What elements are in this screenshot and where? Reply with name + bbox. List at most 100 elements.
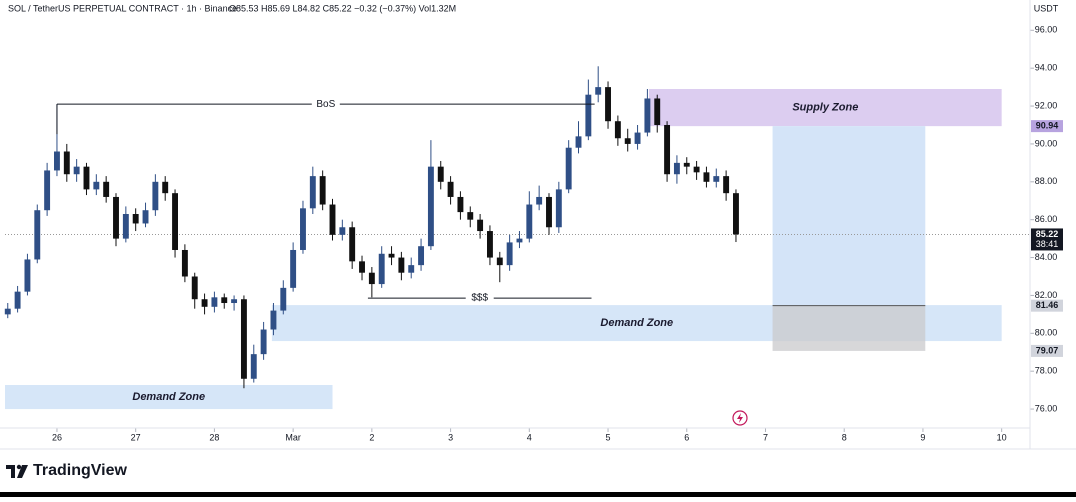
x-tick-label: 10 bbox=[997, 432, 1007, 442]
x-tick-label: 5 bbox=[606, 432, 611, 442]
candle-body bbox=[290, 249, 297, 288]
x-tick-label: 4 bbox=[527, 432, 532, 442]
candle-body bbox=[634, 132, 641, 144]
candle-body bbox=[162, 181, 169, 194]
brand-name: TradingView bbox=[33, 462, 128, 479]
candle-body bbox=[477, 219, 484, 232]
candle-body bbox=[565, 147, 572, 190]
zone-label: Supply Zone bbox=[792, 101, 858, 113]
candle-body bbox=[605, 87, 611, 122]
price-countdown: 38:41 bbox=[1036, 239, 1059, 249]
candle-body bbox=[250, 354, 257, 379]
candle-body bbox=[368, 272, 375, 285]
x-tick-label: 27 bbox=[131, 432, 141, 442]
price-label: 90.94 bbox=[1036, 121, 1059, 131]
candle-body bbox=[437, 166, 444, 182]
candle-body bbox=[506, 242, 513, 266]
candle-body bbox=[536, 196, 543, 205]
candle-body bbox=[427, 166, 434, 247]
candle-body bbox=[231, 299, 238, 304]
candle-body bbox=[4, 308, 11, 315]
x-tick-label: 3 bbox=[448, 432, 453, 442]
x-tick-label: 8 bbox=[842, 432, 847, 442]
replay-icon[interactable] bbox=[732, 410, 748, 426]
candle-body bbox=[132, 214, 139, 224]
candle-body bbox=[280, 287, 287, 311]
candle-body bbox=[447, 181, 454, 197]
candle-body bbox=[624, 138, 631, 144]
candle-body bbox=[723, 176, 730, 194]
candle-body bbox=[172, 193, 178, 250]
x-tick-label: 28 bbox=[209, 432, 219, 442]
candle-body bbox=[555, 189, 562, 228]
candle-body bbox=[14, 291, 21, 309]
candle-body bbox=[270, 310, 277, 330]
zone-label: Demand Zone bbox=[600, 317, 673, 329]
candle-body bbox=[63, 151, 70, 175]
candle-body bbox=[467, 212, 474, 220]
candle-body bbox=[122, 214, 129, 239]
candle-body bbox=[260, 329, 267, 355]
candle-body bbox=[359, 261, 365, 273]
x-tick-label: Mar bbox=[285, 432, 301, 442]
candle-body bbox=[300, 208, 306, 250]
candle-body bbox=[309, 176, 316, 209]
x-tick-label: 9 bbox=[920, 432, 925, 442]
price-label: 79.07 bbox=[1036, 345, 1059, 355]
candle-body bbox=[644, 98, 651, 133]
ohlc-legend: O85.53 H85.69 L84.82 C85.22 −0.32 (−0.37… bbox=[229, 3, 456, 13]
candle-body bbox=[191, 276, 198, 300]
candle-body bbox=[683, 162, 690, 167]
candle-body bbox=[378, 253, 385, 285]
y-tick-label: 96.00 bbox=[1035, 25, 1058, 35]
candle-body bbox=[83, 166, 90, 190]
x-tick-label: 6 bbox=[684, 432, 689, 442]
candle-body bbox=[585, 94, 592, 137]
candle-body bbox=[614, 121, 621, 139]
plot: Supply Zone Demand Zone Demand Zone BoS $$$ bbox=[4, 29, 1034, 432]
candle-body bbox=[496, 257, 503, 266]
candle-body bbox=[713, 176, 720, 182]
bottom-bar bbox=[0, 492, 1076, 497]
candle-body bbox=[240, 299, 247, 379]
candle-body bbox=[408, 265, 415, 273]
candle-body bbox=[398, 257, 405, 273]
price-label-bg bbox=[1031, 344, 1063, 357]
candle-body bbox=[693, 166, 700, 173]
candle-body bbox=[319, 176, 326, 205]
position-target bbox=[772, 126, 926, 306]
symbol-title: SOL / TetherUS PERPETUAL CONTRACT · 1h ·… bbox=[8, 3, 237, 13]
y-tick-label: 84.00 bbox=[1035, 252, 1058, 262]
candle-body bbox=[113, 196, 119, 239]
candle-body bbox=[418, 246, 425, 266]
brand-logo[interactable] bbox=[6, 464, 28, 478]
candle-body bbox=[93, 181, 100, 190]
y-tick-label: 78.00 bbox=[1035, 366, 1058, 376]
candle-body bbox=[546, 196, 552, 228]
zone-label: Demand Zone bbox=[132, 391, 205, 403]
price-label-bg bbox=[1031, 120, 1063, 133]
candle-body bbox=[457, 196, 464, 213]
x-tick-label: 26 bbox=[52, 432, 62, 442]
candle-body bbox=[73, 166, 80, 175]
y-tick-label: 88.00 bbox=[1035, 176, 1058, 186]
y-unit: USDT bbox=[1034, 3, 1059, 13]
candle-body bbox=[575, 136, 582, 148]
candle-body bbox=[201, 299, 208, 307]
price-label-bg bbox=[1031, 299, 1063, 312]
y-tick-label: 90.00 bbox=[1035, 138, 1058, 148]
x-tick-label: 7 bbox=[763, 432, 768, 442]
candle-body bbox=[673, 162, 680, 175]
y-tick-label: 76.00 bbox=[1035, 403, 1058, 413]
candle-body bbox=[516, 238, 523, 243]
candle-body bbox=[221, 297, 228, 304]
zone bbox=[5, 385, 333, 410]
candle-body bbox=[595, 87, 602, 95]
price-label: 81.46 bbox=[1036, 300, 1059, 310]
candle-body bbox=[654, 98, 661, 125]
candle-body bbox=[349, 227, 356, 262]
candle-body bbox=[142, 210, 149, 224]
annotation-label: $$$ bbox=[471, 293, 488, 304]
